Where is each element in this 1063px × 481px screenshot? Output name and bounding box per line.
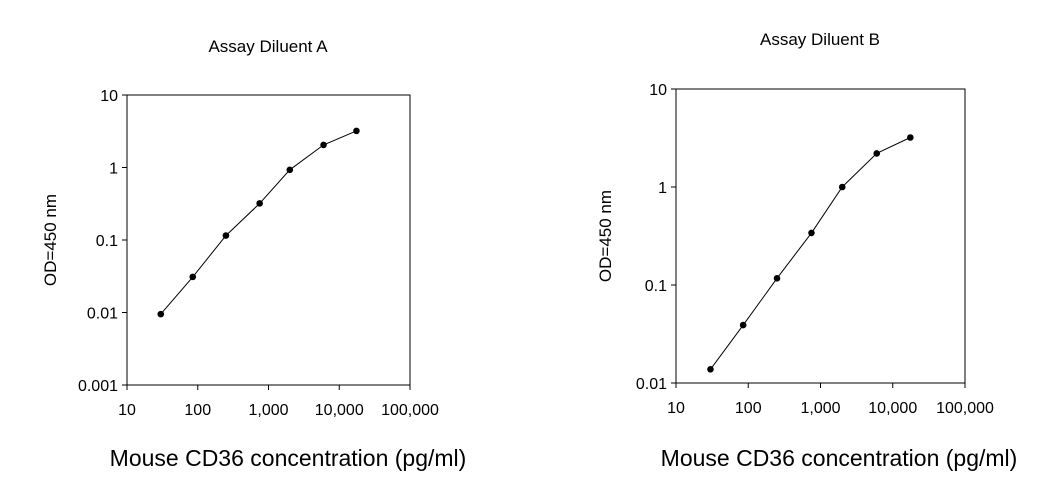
y-tick-label: 1 bbox=[658, 180, 667, 197]
x-tick-label: 100,000 bbox=[936, 400, 994, 417]
x-tick-label: 10 bbox=[667, 400, 685, 417]
plot-frame bbox=[675, 88, 966, 384]
series-line bbox=[710, 137, 911, 370]
data-point bbox=[739, 321, 747, 329]
y-tick-label: 0.1 bbox=[96, 233, 118, 250]
chart-diluent-b: Assay Diluent B 0.01 0.1 1 10 10 100 1,000 10,00… bbox=[596, 30, 1017, 471]
x-tick-label: 100 bbox=[735, 400, 762, 417]
chart-diluent-a: Assay Diluent A 0.001 0.01 0.1 1 10 10 100 1,000… bbox=[41, 37, 466, 471]
data-point bbox=[222, 232, 230, 239]
x-tick-label: 1,000 bbox=[800, 400, 840, 417]
y-tick-label: 0.1 bbox=[645, 278, 667, 295]
x-tick-label: 10 bbox=[118, 402, 136, 419]
data-point bbox=[808, 229, 815, 237]
x-tick-label: 10,000 bbox=[315, 402, 364, 419]
y-tick-label: 0.01 bbox=[636, 376, 667, 393]
x-tick-label: 1,000 bbox=[248, 402, 288, 419]
plot-frame bbox=[126, 94, 411, 386]
x-tick-label: 10,000 bbox=[868, 400, 917, 417]
x-tick-label: 100 bbox=[184, 402, 211, 419]
y-tick-label: 1 bbox=[109, 161, 118, 178]
data-point bbox=[873, 150, 881, 157]
data-point bbox=[189, 273, 197, 281]
y-tick-label: 0.001 bbox=[78, 378, 118, 395]
data-point bbox=[773, 275, 781, 282]
y-tick-label: 0.01 bbox=[87, 306, 118, 323]
data-point bbox=[353, 127, 360, 135]
y-axis-label: OD=450 nm bbox=[596, 190, 615, 282]
x-axis-label: Mouse CD36 concentration (pg/ml) bbox=[110, 445, 467, 471]
series-line bbox=[160, 130, 357, 315]
data-point bbox=[707, 365, 714, 373]
data-point bbox=[286, 166, 294, 174]
y-axis-label: OD=450 nm bbox=[41, 194, 60, 286]
y-tick-label: 10 bbox=[100, 88, 118, 105]
x-axis-label: Mouse CD36 concentration (pg/ml) bbox=[661, 445, 1018, 471]
data-point bbox=[907, 134, 914, 141]
x-tick-label: 100,000 bbox=[381, 402, 439, 419]
data-point bbox=[256, 200, 263, 207]
y-tick-label: 10 bbox=[649, 82, 667, 99]
chart-title: Assay Diluent B bbox=[760, 30, 880, 49]
data-point bbox=[157, 310, 165, 318]
chart-title: Assay Diluent A bbox=[208, 37, 328, 56]
data-point bbox=[320, 141, 327, 149]
data-point bbox=[838, 183, 846, 191]
